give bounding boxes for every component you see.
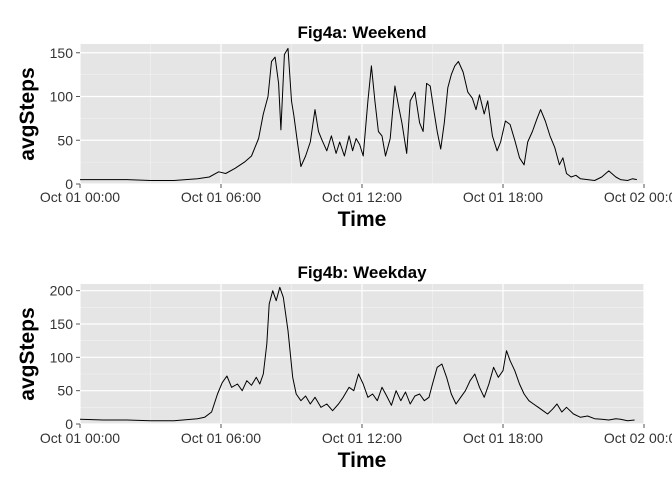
y-tick-label: 200 xyxy=(50,283,74,299)
x-tick-label: Oct 01 06:00 xyxy=(181,189,261,205)
y-tick-label: 150 xyxy=(50,45,74,61)
y-axis-title: avgSteps xyxy=(16,67,39,160)
x-tick-label: Oct 02 00:00 xyxy=(604,430,672,446)
y-tick-label: 100 xyxy=(50,349,74,365)
y-tick-label: 50 xyxy=(57,132,73,148)
x-tick-label: Oct 01 18:00 xyxy=(463,430,543,446)
x-tick-label: Oct 01 12:00 xyxy=(322,430,402,446)
chart-weekday: Oct 01 00:00 Oct 01 06:00 Oct 01 12:00 Oct … xyxy=(16,263,672,472)
x-tick-label: Oct 01 00:00 xyxy=(40,189,120,205)
x-tick-label: Oct 01 18:00 xyxy=(463,189,543,205)
y-tick-label: 50 xyxy=(57,383,73,399)
x-tick-label: Oct 01 06:00 xyxy=(181,430,261,446)
x-tick-label: Oct 01 12:00 xyxy=(322,189,402,205)
y-tick-label: 150 xyxy=(50,316,74,332)
x-axis-title: Time xyxy=(338,449,387,472)
x-tick-label: Oct 02 00:00 xyxy=(604,189,672,205)
chart-title: Fig4b: Weekday xyxy=(297,263,427,282)
chart-title: Fig4a: Weekend xyxy=(297,23,426,42)
y-tick-label: 100 xyxy=(50,89,74,105)
y-axis-title: avgSteps xyxy=(16,307,39,400)
y-tick-label: 0 xyxy=(65,176,73,192)
y-tick-label: 0 xyxy=(65,416,73,432)
x-axis-title: Time xyxy=(338,208,387,231)
series-line xyxy=(80,47,637,181)
chart-weekend: Oct 01 00:00 Oct 01 06:00 Oct 01 12:00 Oct … xyxy=(16,23,672,231)
series-line xyxy=(79,286,635,422)
x-tick-label: Oct 01 00:00 xyxy=(40,430,120,446)
